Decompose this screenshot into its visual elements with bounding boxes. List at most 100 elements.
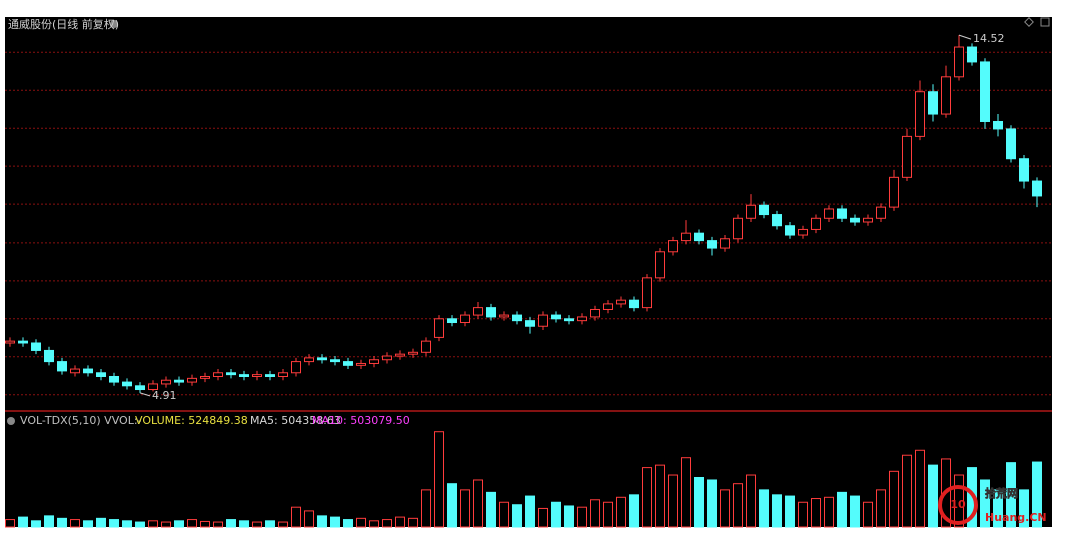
annotation-arrow	[139, 392, 151, 397]
candle-body	[915, 91, 925, 137]
candle-body	[174, 379, 184, 383]
candle-body	[1019, 158, 1029, 182]
low-label: 4.91	[152, 389, 177, 402]
candle-body	[265, 374, 275, 377]
volume-bar	[850, 495, 860, 528]
candle-body	[629, 299, 639, 309]
volume-bar	[252, 521, 262, 528]
panel-icon	[7, 417, 15, 425]
candle-body	[369, 359, 379, 364]
volume-bar	[1032, 461, 1042, 528]
volume-bar	[44, 515, 54, 528]
candle-body	[863, 217, 873, 223]
volume-bar	[512, 504, 522, 528]
candle-body	[577, 316, 587, 322]
candle-body	[564, 318, 574, 322]
volume-bar	[239, 520, 249, 528]
volume-bar	[954, 474, 964, 528]
volume-legend: VOLUME: 524849.38	[135, 414, 248, 427]
candle-body	[759, 204, 769, 216]
volume-bar	[109, 519, 119, 528]
volume-bar	[213, 521, 223, 528]
volume-bar	[57, 517, 67, 528]
candle-body	[720, 238, 730, 249]
candle-body	[226, 372, 236, 376]
candle-body	[486, 307, 496, 318]
volume-bar	[31, 520, 41, 528]
volume-bar	[993, 489, 1003, 528]
volume-bar	[135, 521, 145, 528]
candle-body	[343, 361, 353, 366]
candle-body	[954, 46, 964, 78]
volume-bar	[538, 507, 548, 528]
high-label: 14.52	[973, 32, 1005, 45]
candle-body	[928, 91, 938, 115]
volume-bar	[369, 520, 379, 528]
candle-body	[1006, 128, 1016, 160]
candle-body	[213, 372, 223, 377]
volume-bar	[291, 506, 301, 528]
volume-bar	[798, 501, 808, 528]
volume-bar	[915, 449, 925, 528]
volume-bar	[395, 516, 405, 528]
volume-bar	[603, 501, 613, 528]
candle-body	[473, 307, 483, 316]
volume-bar	[434, 431, 444, 528]
volume-bar	[876, 489, 886, 528]
candle-body	[538, 314, 548, 327]
candle-body	[941, 76, 951, 115]
volume-bar	[96, 517, 106, 528]
candle-body	[785, 225, 795, 236]
candle-body	[889, 176, 899, 208]
candle-body	[239, 374, 249, 377]
watermark-site: Huang.CN	[985, 511, 1047, 524]
volume-bar	[421, 489, 431, 528]
candle-body	[148, 383, 158, 391]
candle-body	[31, 342, 41, 351]
volume-bar	[70, 519, 80, 528]
candle-body	[811, 217, 821, 230]
volume-bar	[655, 464, 665, 528]
volume-bar	[304, 510, 314, 528]
volume-bar	[811, 498, 821, 528]
volume-bar	[681, 457, 691, 528]
volume-bar	[668, 474, 678, 528]
volume-bar	[5, 519, 15, 528]
candle-body	[551, 314, 561, 320]
candle-body	[980, 61, 990, 122]
volume-bar	[83, 520, 93, 528]
volume-bar	[837, 491, 847, 528]
candle-body	[616, 299, 626, 305]
candle-body	[291, 361, 301, 374]
candle-body	[655, 251, 665, 279]
candle-body	[161, 379, 171, 385]
candle-body	[109, 375, 119, 383]
candle-body	[447, 318, 457, 324]
volume-bar	[330, 516, 340, 528]
volume-bar	[577, 506, 587, 528]
candle-body	[824, 208, 834, 219]
volume-bar	[226, 519, 236, 528]
candle-body	[902, 135, 912, 178]
candle-body	[252, 374, 262, 377]
volume-bar	[590, 499, 600, 528]
watermark-logo-ring	[938, 485, 978, 525]
candle-body	[668, 240, 678, 253]
volume-bar	[187, 519, 197, 528]
volume-bar	[772, 494, 782, 528]
volume-bar	[1019, 489, 1029, 528]
volume-bar	[18, 516, 28, 528]
candle-body	[590, 308, 600, 318]
candle-body	[850, 217, 860, 223]
volume-bar	[408, 517, 418, 528]
window-icon	[1040, 17, 1050, 27]
volume-bar	[564, 505, 574, 528]
candle-body	[733, 217, 743, 240]
volume-bar	[447, 483, 457, 528]
title-icon	[110, 20, 118, 28]
watermark-name: 拾荒网	[985, 486, 1018, 500]
candle-body	[694, 232, 704, 242]
candle-body	[5, 340, 15, 344]
watermark-logo: 10	[950, 498, 966, 511]
